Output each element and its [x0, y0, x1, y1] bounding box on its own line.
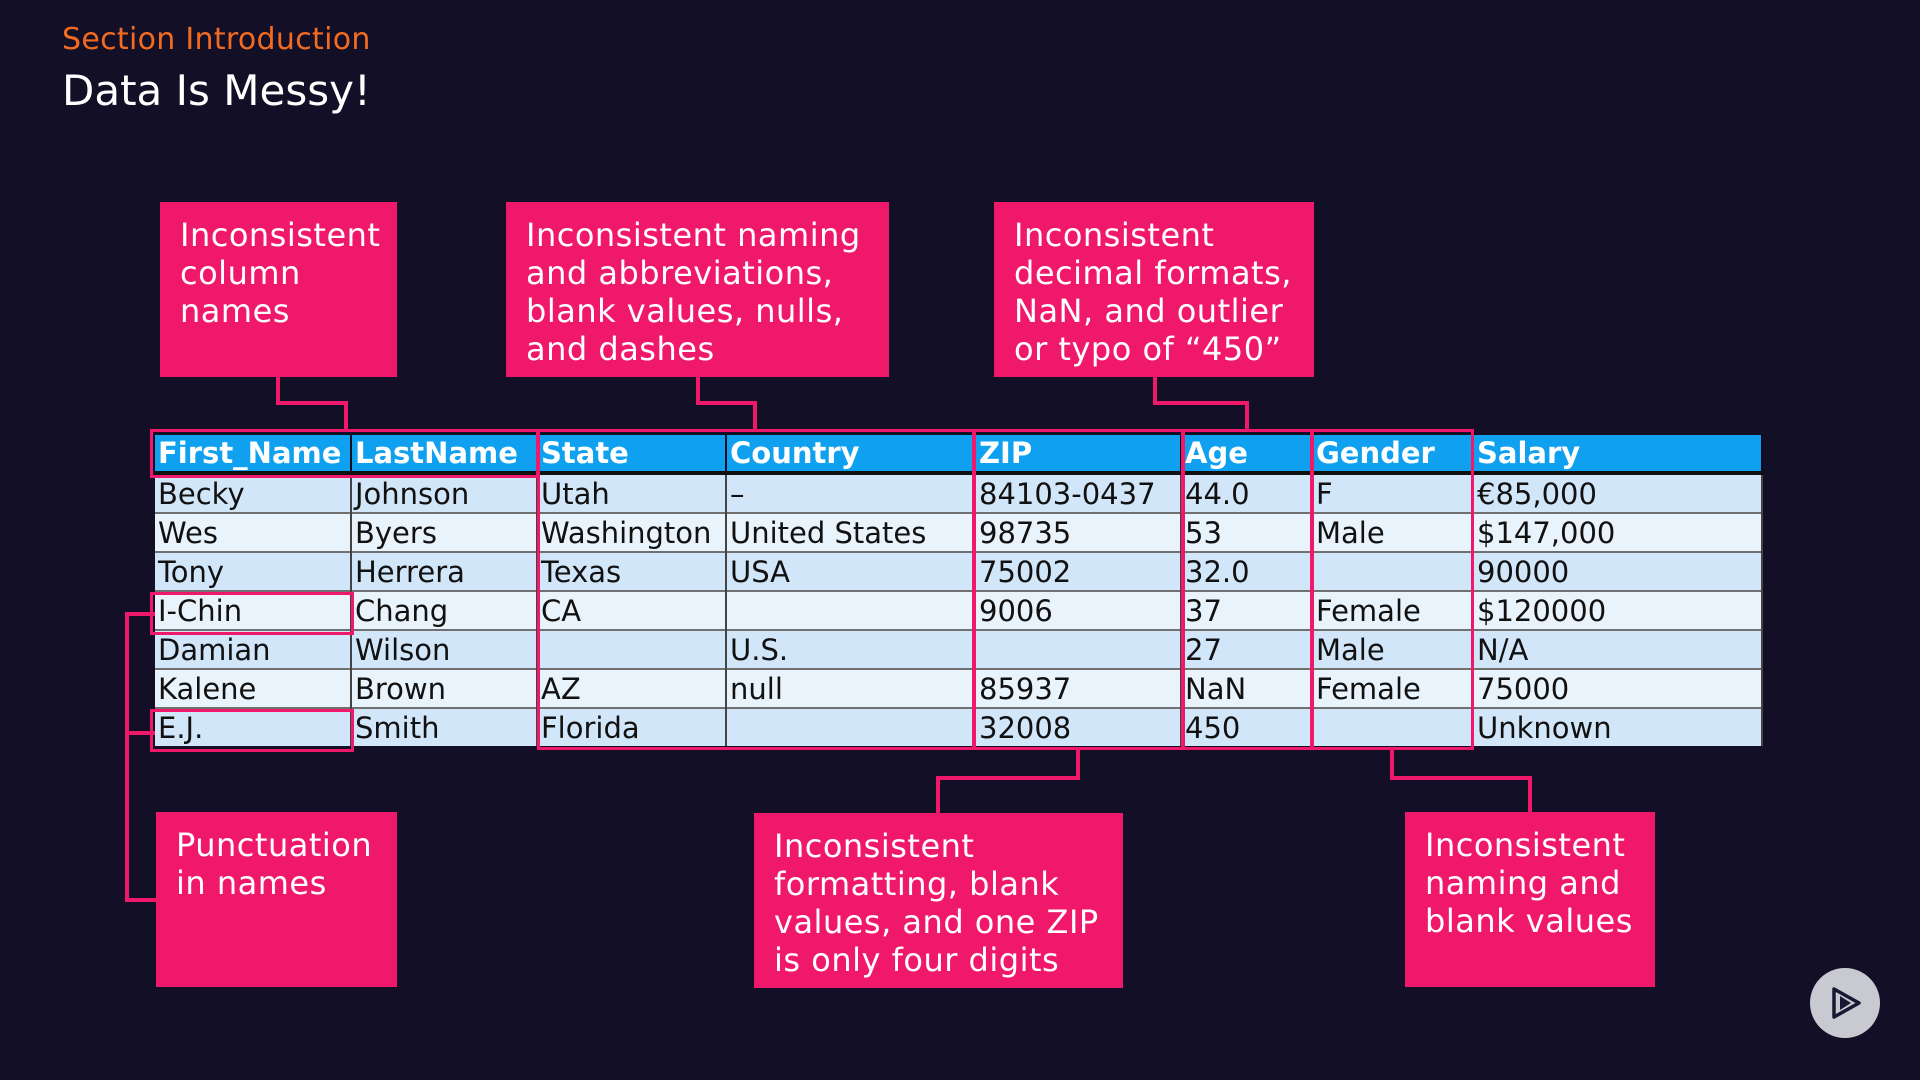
- table-cell: 37: [1181, 590, 1313, 630]
- table-cell: Kalene: [155, 668, 352, 708]
- table-cell: 44.0: [1181, 472, 1313, 513]
- table-cell: 32008: [975, 707, 1182, 746]
- table-cell: 85937: [975, 668, 1182, 708]
- column-header: LastName: [351, 435, 538, 473]
- table-cell: 75000: [1473, 668, 1763, 708]
- table-cell: [1312, 707, 1474, 746]
- table-cell: USA: [726, 551, 976, 591]
- connector-zip: [936, 750, 1080, 813]
- table-cell: 75002: [975, 551, 1182, 591]
- callout-zip-formatting: Inconsistent formatting, blank values, a…: [754, 813, 1123, 988]
- table-cell: Male: [1312, 629, 1474, 669]
- callout-column-names: Inconsistent column names: [160, 202, 397, 377]
- table-row: E.J. Smith Florida 32008 450 Unknown: [155, 707, 1763, 746]
- table-cell: $120000: [1473, 590, 1763, 630]
- table-cell: United States: [726, 512, 976, 552]
- table-cell: Wilson: [351, 629, 538, 669]
- connector-naming-abbrev: [696, 377, 757, 431]
- callout-gender-naming: Inconsistent naming and blank values: [1405, 812, 1655, 987]
- table-cell: Smith: [351, 707, 538, 746]
- column-header: Salary: [1473, 435, 1763, 473]
- column-header: ZIP: [975, 435, 1182, 473]
- table-row: I-Chin Chang CA 9006 37 Female $120000: [155, 590, 1763, 630]
- table-cell: Johnson: [351, 472, 538, 513]
- table-cell: Utah: [537, 472, 727, 513]
- table-cell: CA: [537, 590, 727, 630]
- table-row: Wes Byers Washington United States 98735…: [155, 512, 1763, 552]
- table-cell: Becky: [155, 472, 352, 513]
- table-cell: [537, 629, 727, 669]
- table-cell: Byers: [351, 512, 538, 552]
- table-row: Tony Herrera Texas USA 75002 32.0 90000: [155, 551, 1763, 591]
- connector-punctuation: [125, 612, 156, 902]
- table-header-row: First_Name LastName State Country ZIP Ag…: [155, 435, 1763, 473]
- table-cell: Female: [1312, 668, 1474, 708]
- table-cell: F: [1312, 472, 1474, 513]
- table-cell: E.J.: [155, 707, 352, 746]
- table-cell: 53: [1181, 512, 1313, 552]
- callout-punctuation: Punctuation in names: [156, 812, 397, 987]
- section-label: Section Introduction: [62, 22, 371, 57]
- table-cell: 32.0: [1181, 551, 1313, 591]
- connector-column-names: [276, 377, 348, 431]
- table-cell: null: [726, 668, 976, 708]
- table-cell: N/A: [1473, 629, 1763, 669]
- table-row: Becky Johnson Utah – 84103-0437 44.0 F €…: [155, 472, 1763, 513]
- connector-gender: [1390, 750, 1532, 812]
- table-cell: Male: [1312, 512, 1474, 552]
- messy-data-table: First_Name LastName State Country ZIP Ag…: [155, 435, 1763, 746]
- column-header: Gender: [1312, 435, 1474, 473]
- table-cell: 84103-0437: [975, 472, 1182, 513]
- column-header: Age: [1181, 435, 1313, 473]
- table-cell: 27: [1181, 629, 1313, 669]
- table-cell: 450: [1181, 707, 1313, 746]
- table-row: Kalene Brown AZ null 85937 NaN Female 75…: [155, 668, 1763, 708]
- callout-naming-abbreviations: Inconsistent naming and abbreviations, b…: [506, 202, 889, 377]
- table-cell: Wes: [155, 512, 352, 552]
- table-cell: Texas: [537, 551, 727, 591]
- table-cell: –: [726, 472, 976, 513]
- table-cell: [1312, 551, 1474, 591]
- table-cell: Damian: [155, 629, 352, 669]
- table-cell: 9006: [975, 590, 1182, 630]
- table-cell: Tony: [155, 551, 352, 591]
- table-cell: I-Chin: [155, 590, 352, 630]
- play-icon: [1832, 987, 1861, 1019]
- table-cell: €85,000: [1473, 472, 1763, 513]
- column-header: First_Name: [155, 435, 352, 473]
- table-cell: [726, 590, 976, 630]
- connector-decimal: [1153, 377, 1249, 431]
- table-cell: Florida: [537, 707, 727, 746]
- table-cell: 98735: [975, 512, 1182, 552]
- table-cell: Herrera: [351, 551, 538, 591]
- table-cell: [975, 629, 1182, 669]
- table-cell: Unknown: [1473, 707, 1763, 746]
- table-row: Damian Wilson U.S. 27 Male N/A: [155, 629, 1763, 669]
- table-cell: Female: [1312, 590, 1474, 630]
- column-header: State: [537, 435, 727, 473]
- table-cell: U.S.: [726, 629, 976, 669]
- table-cell: AZ: [537, 668, 727, 708]
- column-header: Country: [726, 435, 976, 473]
- table-cell: Brown: [351, 668, 538, 708]
- play-button[interactable]: [1810, 968, 1880, 1038]
- table-cell: $147,000: [1473, 512, 1763, 552]
- table-cell: [726, 707, 976, 746]
- table-cell: Chang: [351, 590, 538, 630]
- slide-title: Data Is Messy!: [62, 66, 371, 115]
- table-cell: 90000: [1473, 551, 1763, 591]
- callout-decimal-formats: Inconsistent decimal formats, NaN, and o…: [994, 202, 1314, 377]
- table-cell: NaN: [1181, 668, 1313, 708]
- table-cell: Washington: [537, 512, 727, 552]
